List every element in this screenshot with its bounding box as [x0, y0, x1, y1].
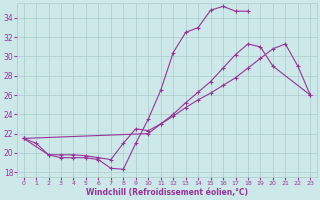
X-axis label: Windchill (Refroidissement éolien,°C): Windchill (Refroidissement éolien,°C): [86, 188, 248, 197]
